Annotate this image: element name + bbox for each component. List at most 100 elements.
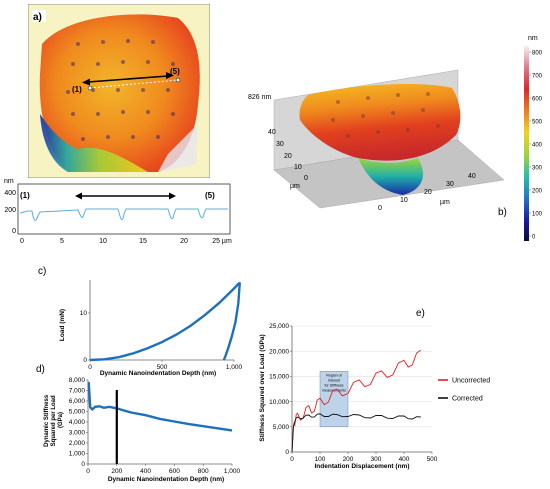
panel-a-tag: a) bbox=[33, 12, 42, 23]
front-tick-10: 10 bbox=[400, 197, 408, 204]
x-tick-label: 500 bbox=[157, 364, 168, 371]
panel-b: 826 nm 40 30 20 10 0 µm 0 10 20 30 40 µm… bbox=[228, 40, 550, 225]
y-tick-label: 25,000 bbox=[269, 323, 289, 330]
left-tick-30: 30 bbox=[276, 141, 284, 148]
panel-a: (1) (5) a) bbox=[27, 3, 211, 179]
chart-d: d) Dynamic Stiffness Squared per Load (G… bbox=[36, 364, 241, 483]
colorbar: nm 800 700 600 500 400 300 200 100 0 bbox=[520, 32, 550, 247]
x-tick-label: 0 bbox=[86, 468, 90, 475]
left-tick-0: 0 bbox=[304, 175, 308, 182]
marker-left: (1) bbox=[72, 85, 82, 94]
series-corrected bbox=[291, 413, 421, 453]
panel-c: c) Load (mN) Dynamic Nanoindentation Dep… bbox=[38, 262, 248, 382]
colorbar-tick-label: 400 bbox=[532, 143, 543, 149]
left-tick-20: 20 bbox=[284, 153, 292, 160]
chart-d-xlabel: Dynamic Nanoindentation Depth (nm) bbox=[108, 476, 224, 483]
x-tick-label: 0 bbox=[88, 364, 92, 371]
panel-e: e) Stiffness Squared over Load (GPa) Ind… bbox=[248, 300, 550, 484]
front-tick-40: 40 bbox=[468, 173, 476, 180]
colorbar-tick-label: 200 bbox=[532, 189, 543, 195]
chart-e-ylabel: Stiffness Squared over Load (GPa) bbox=[259, 334, 266, 441]
colorbar-tick-label: 700 bbox=[532, 74, 543, 80]
panel-d-tag: d) bbox=[36, 364, 45, 375]
colorbar-tick-label: 0 bbox=[532, 235, 536, 241]
profile-xtick-20: 20 bbox=[180, 238, 188, 245]
colorbar-tick-label: 600 bbox=[532, 97, 543, 103]
colorbar-svg: nm 800 700 600 500 400 300 200 100 0 bbox=[524, 35, 543, 241]
afm-surface bbox=[39, 14, 200, 173]
x-tick-label: 600 bbox=[169, 468, 180, 475]
panel-b-tag: b) bbox=[498, 207, 507, 218]
colorbar-tick-label: 300 bbox=[532, 166, 543, 172]
colorbar-gradient bbox=[524, 46, 529, 241]
surface-3d bbox=[299, 84, 461, 161]
y-tick-label: 10 bbox=[80, 310, 88, 317]
profile-xtick-15: 15 bbox=[139, 238, 147, 245]
x-tick-label: 200 bbox=[343, 456, 354, 463]
chart-c-ylabel: Load (mN) bbox=[59, 309, 66, 341]
legend-label: Corrected bbox=[452, 396, 483, 403]
profile-unit: nm bbox=[4, 178, 14, 185]
afm-topview: (1) (5) a) bbox=[27, 3, 211, 179]
chart-e-xlabel: Indentation Displacement (nm) bbox=[315, 463, 410, 470]
region-label: Interest bbox=[328, 378, 340, 382]
x-tick-label: 1,000 bbox=[224, 468, 241, 475]
region-label: Region of bbox=[326, 373, 341, 377]
colorbar-tick-label: 800 bbox=[532, 51, 543, 57]
y-tick-label: 0 bbox=[285, 449, 289, 456]
x-tick-label: 800 bbox=[198, 468, 209, 475]
x-tick-label: 0 bbox=[290, 456, 294, 463]
x-tick-label: 400 bbox=[399, 456, 410, 463]
x-tick-label: 500 bbox=[427, 456, 438, 463]
left-tick-10: 10 bbox=[294, 164, 302, 171]
profile-xtick-5: 5 bbox=[60, 238, 64, 245]
y-tick-label: 0 bbox=[83, 357, 87, 364]
profile-line bbox=[19, 208, 228, 221]
y-tick-label: 2,000 bbox=[69, 440, 86, 447]
x-tick-label: 100 bbox=[315, 456, 326, 463]
indent-marks bbox=[66, 39, 175, 141]
y-tick-label: 5,000 bbox=[273, 424, 290, 431]
chart-e: e) Stiffness Squared over Load (GPa) Ind… bbox=[259, 308, 490, 470]
colorbar-tick-label: 500 bbox=[532, 120, 543, 126]
y-tick-label: 15,000 bbox=[269, 374, 289, 381]
y-tick-label: 7,000 bbox=[69, 388, 86, 395]
panel-c-tag: c) bbox=[38, 266, 46, 277]
profile-marker-right: (5) bbox=[205, 191, 215, 200]
chart-c: c) Load (mN) Dynamic Nanoindentation Dep… bbox=[38, 266, 243, 377]
chart-d-ylabel: Dynamic Stiffness Squared per Load (GPa) bbox=[44, 393, 64, 447]
profile-ytick-200: 200 bbox=[4, 207, 16, 214]
chart-c-xlabel: Dynamic Nanoindentation Depth (nm) bbox=[100, 370, 216, 377]
scan-arrow bbox=[87, 75, 169, 83]
y-tick-label: 5,000 bbox=[69, 409, 86, 416]
profile-chart: nm 400 200 0 (1) (5) 0 5 10 15 20 25 µm bbox=[4, 178, 232, 245]
panel-d: d) Dynamic Stiffness Squared per Load (G… bbox=[36, 360, 248, 484]
profile-panel: nm 400 200 0 (1) (5) 0 5 10 15 20 25 µm bbox=[0, 176, 240, 246]
profile-marker-left: (1) bbox=[20, 191, 30, 200]
front-tick-0: 0 bbox=[378, 205, 382, 212]
y-tick-label: 20,000 bbox=[269, 348, 289, 355]
profile-xtick-10: 10 bbox=[99, 238, 107, 245]
colorbar-tick-label: 100 bbox=[532, 212, 543, 218]
front-tick-30: 30 bbox=[446, 181, 454, 188]
load-curve-1 bbox=[222, 282, 241, 361]
x-tick-label: 200 bbox=[111, 468, 122, 475]
front-tick-20: 20 bbox=[424, 189, 432, 196]
y-tick-label: 8,000 bbox=[69, 377, 86, 384]
profile-ytick-0: 0 bbox=[12, 228, 16, 235]
left-tick-40: 40 bbox=[268, 129, 276, 136]
x-tick-label: 400 bbox=[140, 468, 151, 475]
y-tick-label: 10,000 bbox=[269, 399, 289, 406]
left-axis-unit: µm bbox=[290, 183, 300, 190]
y-tick-label: 0 bbox=[81, 461, 85, 468]
x-tick-label: 1,000 bbox=[226, 364, 243, 371]
marker-right: (5) bbox=[170, 67, 180, 76]
height-label: 826 nm bbox=[248, 94, 272, 101]
afm-3d-view: 826 nm 40 30 20 10 0 µm 0 10 20 30 40 µm… bbox=[248, 69, 507, 218]
legend-label: Uncorrected bbox=[452, 378, 490, 385]
series-uncorrected bbox=[291, 349, 422, 453]
load-curve-0 bbox=[89, 281, 241, 362]
region-of-interest bbox=[319, 371, 349, 428]
y-tick-label: 4,000 bbox=[69, 419, 86, 426]
front-axis-unit: µm bbox=[440, 199, 450, 206]
